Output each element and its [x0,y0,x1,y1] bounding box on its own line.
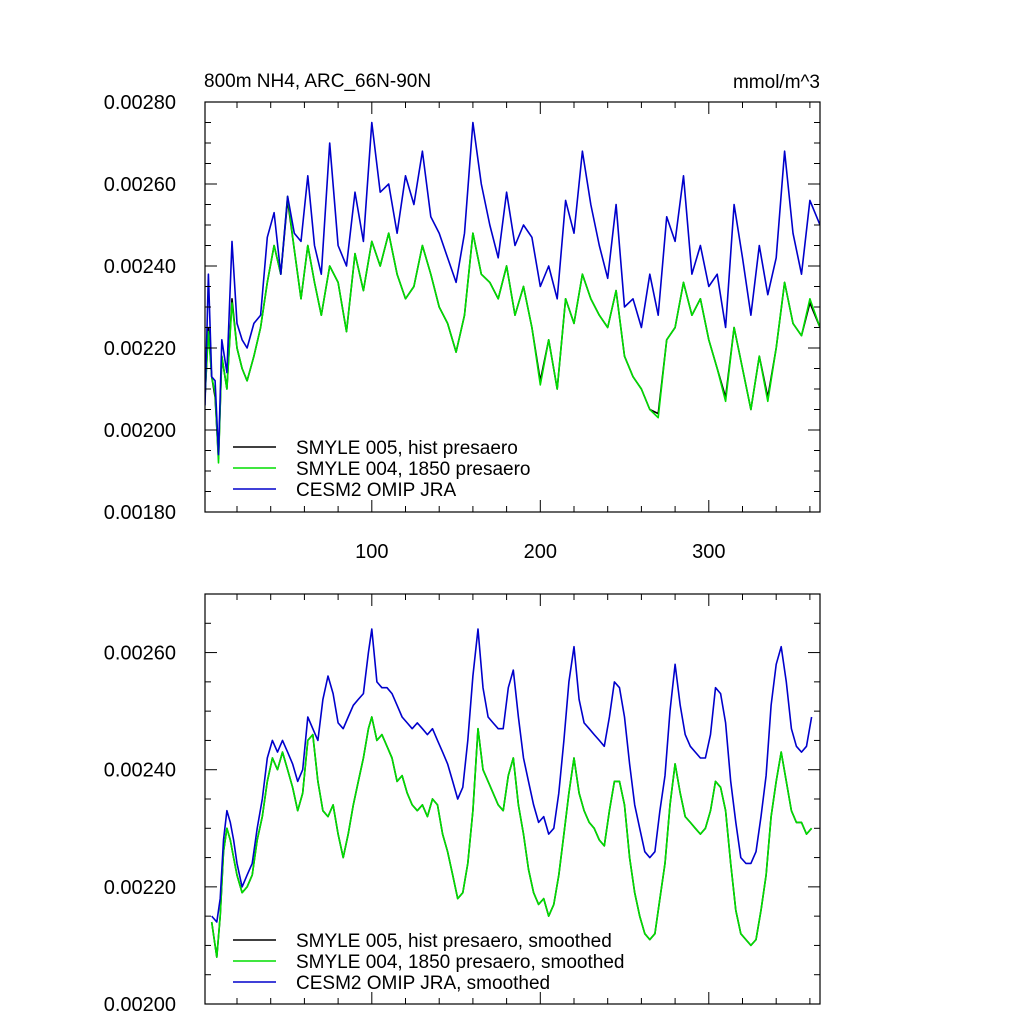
y-tick-label: 0.00240 [104,760,176,782]
x-tick-label: 200 [524,541,557,563]
legend-label-1: SMYLE 005, hist presaero, smoothed [296,931,612,952]
series-lines [210,628,813,958]
series-line-2 [205,195,820,464]
legend-label-3: CESM2 OMIP JRA, smoothed [296,973,550,994]
units-label: mmol/m^3 [733,72,820,93]
y-tick-label: 0.00280 [104,92,176,114]
y-tick-label: 0.00180 [104,502,176,524]
y-tick-label: 0.00240 [104,256,176,278]
y-tick-label: 0.00220 [104,877,176,899]
series-line-2 [210,716,813,958]
x-tick-label: 100 [355,541,388,563]
legend-label-2: SMYLE 004, 1850 presaero, smoothed [296,952,624,973]
chart-panel-top: 0.00180 0.00200 0.00220 0.00240 0.00260 0.002… [104,92,821,563]
legend-label-2: SMYLE 004, 1850 presaero [296,459,531,480]
x-tick-label: 300 [692,541,725,563]
y-tick-label: 0.00220 [104,338,176,360]
legend-label-1: SMYLE 005, hist presaero [296,438,518,459]
series-line-3 [211,628,813,923]
figure-title: 800m NH4, ARC_66N-90N [204,71,431,92]
y-tick-label: 0.00260 [104,174,176,196]
legend-label-3: CESM2 OMIP JRA [296,480,456,501]
chart-panel-bottom: 0.00200 0.00220 0.00240 0.00260 SMYLE 005, h… [104,593,821,1016]
y-tick-label: 0.00260 [104,643,176,665]
legend: SMYLE 005, hist presaero, smoothedSMYLE … [233,931,624,994]
series-line-3 [205,121,820,456]
y-tick-label: 0.00200 [104,994,176,1016]
y-tick-label: 0.00200 [104,420,176,442]
series-lines [205,121,820,464]
